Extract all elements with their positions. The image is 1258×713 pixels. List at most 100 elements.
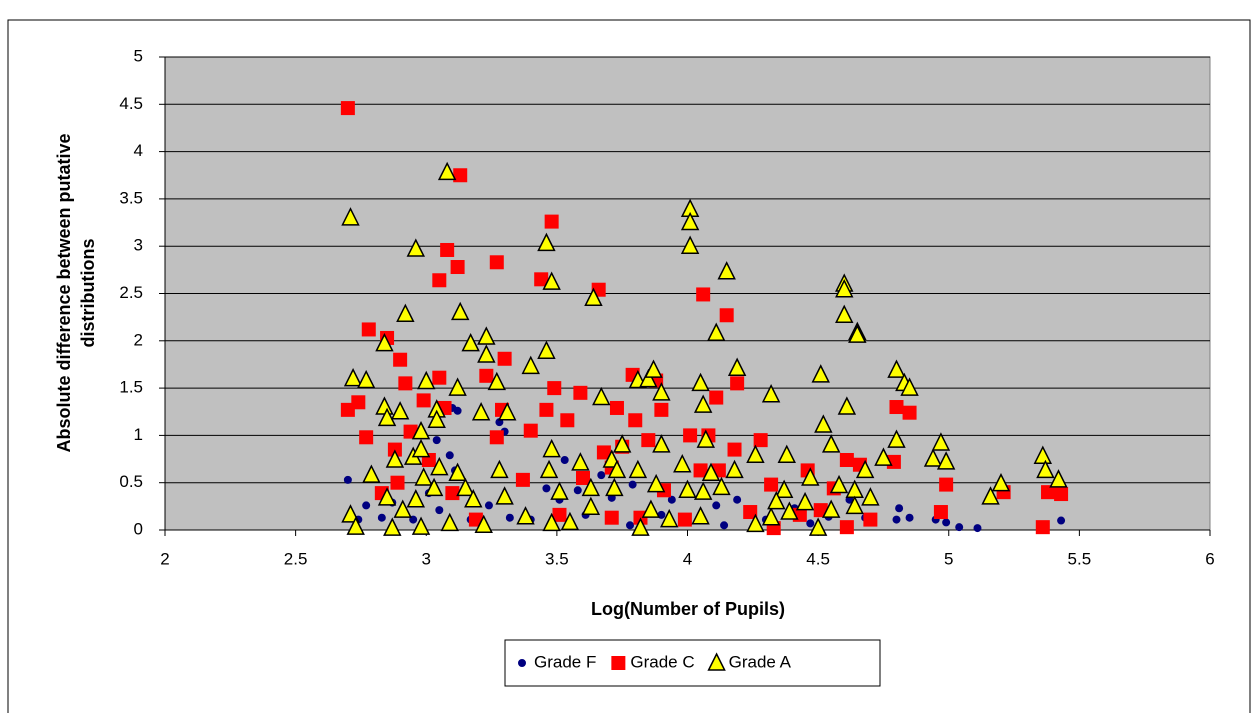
y-tick-label: 3: [134, 236, 143, 255]
point: [717, 261, 736, 280]
point: [435, 506, 444, 515]
point: [390, 475, 405, 490]
point: [801, 467, 820, 486]
point: [942, 518, 951, 527]
point: [973, 524, 982, 533]
point: [581, 496, 601, 516]
point: [609, 400, 624, 415]
point: [680, 235, 700, 254]
point: [464, 489, 483, 508]
point: [490, 459, 509, 479]
point: [427, 409, 446, 429]
y-axis-label-line: Absolute difference between putative: [54, 133, 74, 452]
point: [398, 376, 413, 391]
point: [646, 473, 666, 493]
point: [1054, 487, 1069, 502]
point: [821, 434, 841, 453]
point: [683, 428, 698, 443]
point: [346, 516, 365, 535]
point: [709, 390, 724, 405]
point: [581, 477, 601, 497]
point: [707, 322, 726, 341]
point: [560, 413, 575, 428]
point: [448, 462, 467, 481]
point: [576, 470, 590, 485]
point: [544, 214, 559, 229]
point: [396, 303, 415, 323]
point: [539, 459, 559, 479]
point: [905, 513, 914, 522]
point: [516, 506, 535, 525]
point: [416, 393, 431, 408]
point: [393, 352, 408, 367]
point: [780, 501, 799, 520]
point: [432, 273, 447, 288]
point: [839, 520, 854, 535]
point: [677, 512, 692, 527]
legend: [504, 639, 881, 687]
point: [550, 481, 569, 500]
x-tick-label: 2: [160, 549, 169, 568]
point: [774, 479, 794, 499]
point: [696, 429, 716, 448]
point: [693, 394, 713, 413]
point: [981, 486, 1000, 505]
point: [432, 436, 441, 445]
point: [411, 516, 431, 535]
point: [571, 452, 590, 471]
point: [991, 472, 1011, 492]
point: [639, 368, 658, 388]
point: [607, 459, 627, 479]
point: [678, 479, 697, 499]
y-axis-label: Absolute difference between putative dis…: [54, 133, 98, 452]
x-tick-label: 4.5: [806, 549, 830, 568]
point: [341, 207, 360, 226]
x-tick-label: 5.5: [1068, 549, 1092, 568]
point: [411, 438, 431, 458]
point: [900, 377, 919, 396]
point: [552, 507, 567, 522]
point: [659, 508, 679, 528]
point: [560, 455, 569, 464]
point: [936, 451, 956, 470]
point: [863, 512, 878, 527]
point: [430, 456, 449, 476]
legend-marker: [611, 656, 626, 670]
point: [440, 242, 455, 257]
point: [626, 521, 635, 530]
point: [821, 499, 841, 518]
x-tick-label: 5: [944, 549, 953, 568]
y-tick-label: 1: [134, 425, 143, 444]
point: [1041, 485, 1056, 500]
y-tick-label: 5: [134, 46, 143, 65]
point: [362, 464, 381, 483]
point: [377, 407, 397, 427]
y-tick-label: 2: [134, 330, 143, 349]
point: [855, 459, 875, 479]
point: [542, 438, 561, 458]
y-tick-label: 0: [134, 519, 143, 538]
point: [383, 517, 402, 536]
point: [652, 382, 671, 401]
point: [489, 255, 504, 270]
point: [573, 486, 582, 495]
point: [931, 432, 951, 451]
point: [727, 357, 747, 376]
point: [414, 467, 433, 486]
point: [596, 445, 611, 460]
point: [468, 512, 483, 527]
point: [424, 477, 444, 497]
x-tick-label: 3.5: [545, 549, 569, 568]
point: [835, 279, 854, 298]
point: [933, 505, 948, 520]
point: [534, 272, 549, 287]
point: [848, 324, 867, 343]
point: [406, 489, 426, 508]
point: [542, 271, 561, 290]
point: [644, 359, 663, 378]
x-tick-label: 3: [422, 549, 431, 568]
point: [693, 481, 713, 500]
point: [761, 507, 781, 526]
point: [628, 459, 648, 479]
